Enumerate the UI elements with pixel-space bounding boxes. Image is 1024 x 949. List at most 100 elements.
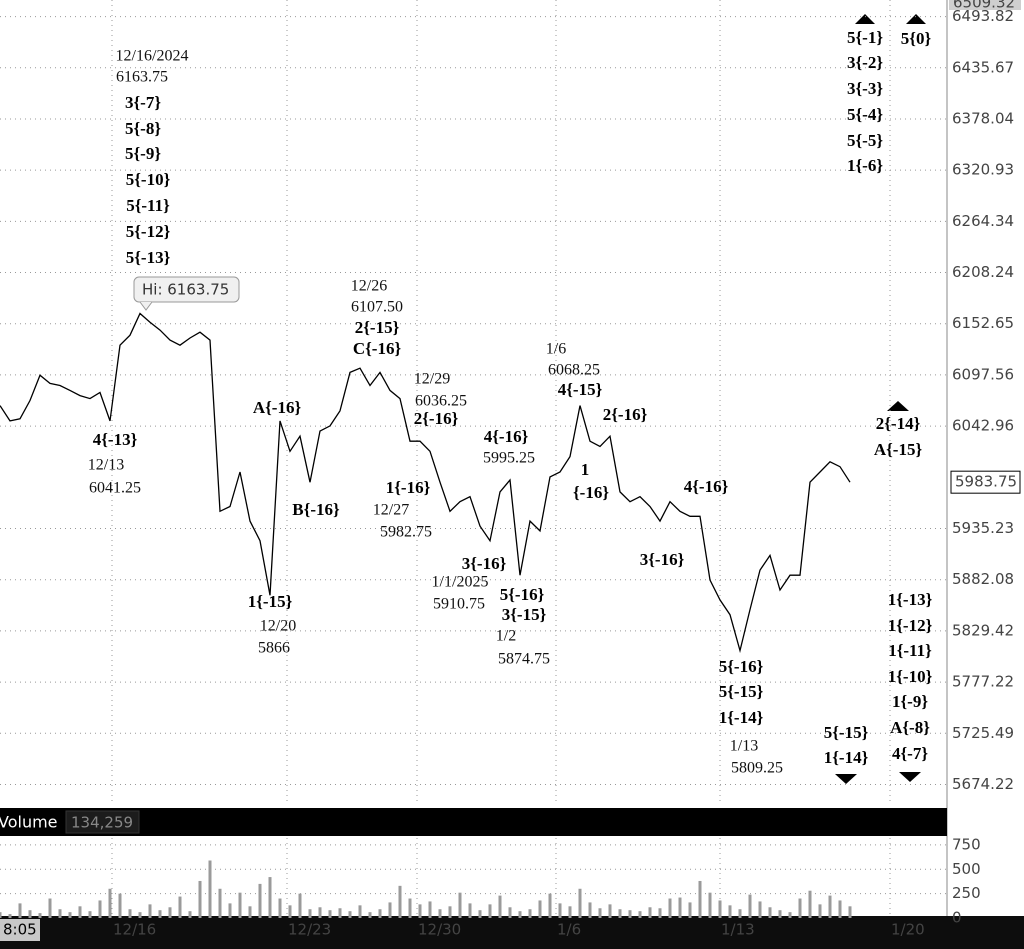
wave-annotation: 6036.25 xyxy=(415,393,467,410)
wave-annotation: 12/13 xyxy=(88,457,124,474)
volume-bar xyxy=(138,912,142,918)
wave-annotation: 12/20 xyxy=(260,618,296,635)
volume-bar xyxy=(58,909,62,918)
wave-annotation: 5982.75 xyxy=(380,524,432,541)
volume-bar xyxy=(598,908,602,918)
wave-annotation: 3{-15} xyxy=(502,605,547,624)
x-tick-label: 1/20 xyxy=(891,921,925,939)
volume-bar xyxy=(378,909,382,918)
volume-bar xyxy=(778,910,782,918)
y-tick-label: 5829.42 xyxy=(952,621,1014,639)
x-tick-label: 1/6 xyxy=(557,921,581,939)
volume-bar xyxy=(308,909,312,918)
volume-tick-label: 500 xyxy=(952,860,981,878)
wave-annotation: 2{-14} xyxy=(876,414,921,433)
volume-bar xyxy=(8,914,12,918)
volume-bar xyxy=(268,877,272,918)
wave-annotation: 4{-13} xyxy=(93,430,138,449)
volume-bar xyxy=(238,892,242,918)
volume-bar xyxy=(358,905,362,918)
volume-bar xyxy=(398,885,402,918)
volume-bar xyxy=(158,910,162,918)
wave-annotation: 6163.75 xyxy=(116,69,168,86)
wave-annotation: A{-15} xyxy=(874,440,923,459)
wave-annotation: 1/2 xyxy=(496,628,516,645)
x-tick-label: 12/16 xyxy=(113,921,156,939)
volume-bar xyxy=(488,904,492,918)
volume-bar xyxy=(528,909,532,918)
volume-bar xyxy=(548,893,552,918)
wave-annotation: 5{-12} xyxy=(126,222,171,241)
up-triangle xyxy=(906,14,926,24)
volume-bar xyxy=(768,907,772,918)
y-tick-label: 5777.22 xyxy=(952,673,1014,691)
high-label: Hi: 6163.75 xyxy=(142,281,229,299)
wave-annotation: 5910.75 xyxy=(433,596,485,613)
volume-bar xyxy=(718,900,722,918)
wave-annotation: 12/26 xyxy=(351,278,387,295)
volume-bar xyxy=(258,883,262,918)
wave-annotation: 6107.50 xyxy=(351,299,403,316)
volume-bar xyxy=(508,907,512,918)
volume-tick-label: 750 xyxy=(952,835,981,853)
wave-annotation: 1{-15} xyxy=(248,592,293,611)
wave-annotation: 5{-16} xyxy=(500,585,545,604)
volume-value: 134,259 xyxy=(71,814,133,832)
wave-annotation: 1/6 xyxy=(546,341,566,358)
volume-tick-label: 0 xyxy=(952,909,962,927)
volume-bar xyxy=(668,898,672,918)
volume-bar xyxy=(408,898,412,918)
x-tick-label: 1/13 xyxy=(721,921,755,939)
wave-annotation: 5874.75 xyxy=(498,651,550,668)
wave-annotation: 4{-15} xyxy=(558,380,603,399)
top-price-box xyxy=(949,0,1021,10)
up-triangle xyxy=(887,401,909,411)
volume-bar xyxy=(168,907,172,918)
top-price-label: 6509.32 xyxy=(953,0,1015,12)
high-bubble xyxy=(133,276,240,303)
cursor-time: 8:05 xyxy=(3,921,37,939)
y-tick-label: 6435.67 xyxy=(952,58,1014,76)
volume-bar xyxy=(368,912,372,918)
volume-bar xyxy=(638,911,642,918)
up-triangle xyxy=(855,14,875,24)
volume-header xyxy=(0,808,947,836)
volume-bar xyxy=(688,902,692,918)
volume-bar xyxy=(218,888,222,918)
volume-bar xyxy=(828,895,832,918)
volume-bar xyxy=(618,909,622,918)
wave-annotation: 5866 xyxy=(258,640,290,657)
volume-bar xyxy=(838,900,842,918)
volume-bar xyxy=(198,880,202,918)
volume-bar xyxy=(18,903,22,918)
wave-annotation: 1{-9} xyxy=(892,692,928,711)
y-tick-label: 5882.08 xyxy=(952,570,1014,588)
wave-annotation: 5{-1} xyxy=(847,28,883,47)
wave-annotation: 1{-6} xyxy=(847,156,883,175)
volume-bar xyxy=(0,912,2,918)
volume-bar xyxy=(318,907,322,918)
volume-bar xyxy=(248,906,252,918)
volume-bar xyxy=(278,898,282,918)
volume-bar xyxy=(188,911,192,918)
volume-bar xyxy=(578,888,582,918)
volume-bar xyxy=(498,895,502,918)
y-tick-label: 6493.82 xyxy=(952,7,1014,25)
volume-bar xyxy=(328,910,332,918)
wave-annotation: 1{-16} xyxy=(386,478,431,497)
wave-annotation: 1{-10} xyxy=(888,667,933,686)
wave-annotation: {-16} xyxy=(573,483,609,502)
volume-bar xyxy=(758,901,762,918)
volume-bar xyxy=(178,896,182,918)
y-tick-label: 6208.24 xyxy=(952,263,1014,281)
wave-annotation: 4{-7} xyxy=(892,744,928,763)
volume-bar xyxy=(458,892,462,918)
volume-bar xyxy=(438,909,442,918)
wave-annotation: 5{0} xyxy=(901,29,932,48)
volume-bar xyxy=(388,902,392,918)
volume-bar xyxy=(708,892,712,918)
wave-annotation: 2{-15} xyxy=(355,318,400,337)
volume-bar xyxy=(608,904,612,918)
